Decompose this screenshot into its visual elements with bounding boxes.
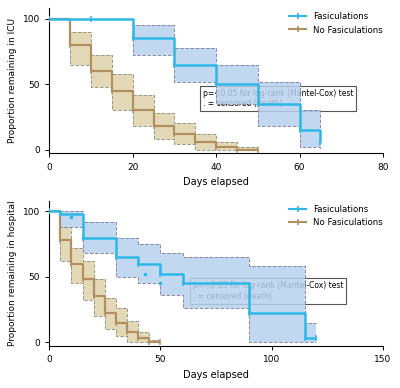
Legend: Fasiculations, No Fasiculations: Fasiculations, No Fasiculations: [286, 203, 386, 230]
Point: [68, 213, 75, 220]
Legend: Fasiculations, No Fasiculations: Fasiculations, No Fasiculations: [286, 10, 386, 37]
Y-axis label: Proportion remaining in hospital: Proportion remaining in hospital: [8, 201, 17, 346]
Point: [157, 280, 164, 286]
X-axis label: Days elapsed: Days elapsed: [183, 370, 249, 380]
Y-axis label: Proportion remaining in ICU: Proportion remaining in ICU: [8, 18, 17, 144]
Point: [142, 271, 148, 277]
Text: p=<0.05 for log-rank (Mantel-Cox) test
. = censored (death): p=<0.05 for log-rank (Mantel-Cox) test .…: [203, 88, 353, 108]
X-axis label: Days elapsed: Days elapsed: [183, 177, 249, 187]
Text: p=<0.05 for log-rank (Mantel-Cox) test
. = censored (death): p=<0.05 for log-rank (Mantel-Cox) test .…: [193, 281, 343, 301]
